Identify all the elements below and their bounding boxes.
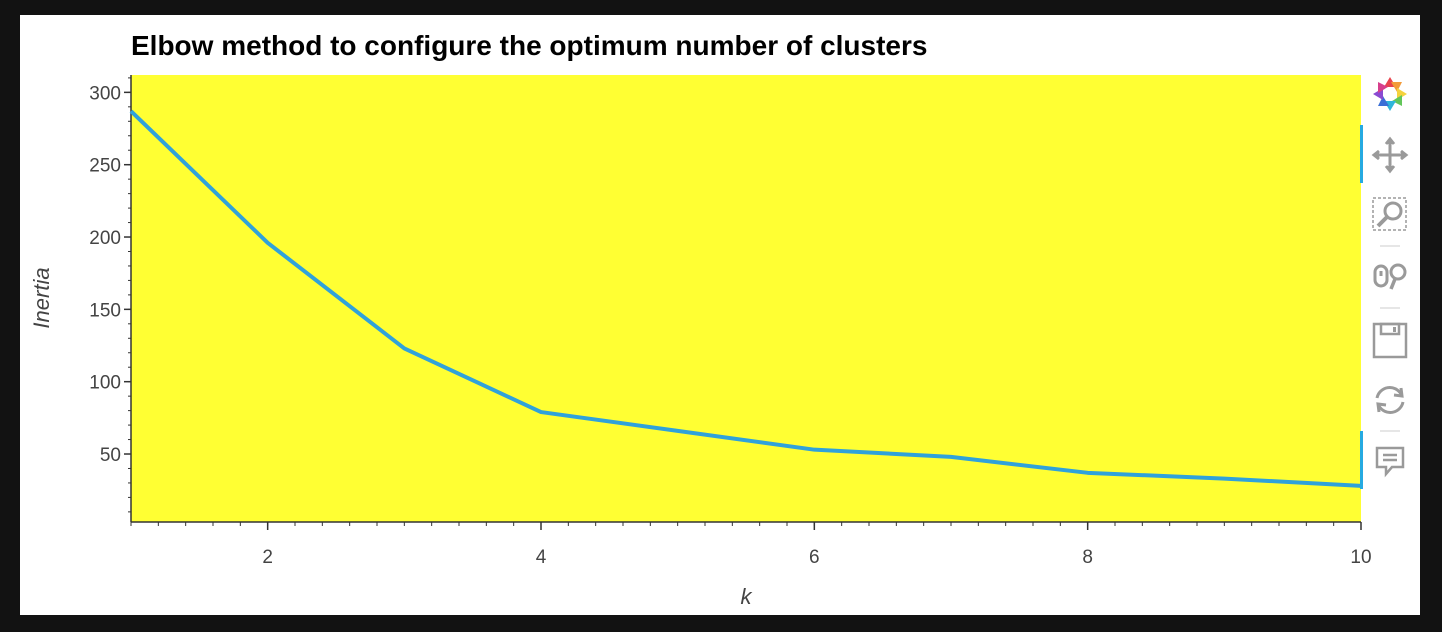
x-tick-label: 8 xyxy=(1082,547,1093,568)
bokeh-logo-icon[interactable] xyxy=(1373,77,1407,111)
data-point[interactable] xyxy=(1086,471,1090,475)
data-point[interactable] xyxy=(539,410,543,414)
data-point[interactable] xyxy=(402,346,406,350)
x-tick-label: 2 xyxy=(262,547,273,568)
toolbar xyxy=(1360,77,1409,489)
chart-title: Elbow method to configure the optimum nu… xyxy=(131,30,928,61)
x-tick-label: 4 xyxy=(536,547,547,568)
x-axis-label: k xyxy=(741,584,753,609)
y-tick-label: 250 xyxy=(89,156,121,177)
y-tick-label: 300 xyxy=(89,83,121,104)
data-point[interactable] xyxy=(266,241,270,245)
y-tick-label: 50 xyxy=(100,445,121,466)
pan-icon[interactable] xyxy=(1371,136,1409,174)
hover-active-indicator xyxy=(1360,431,1363,489)
data-point[interactable] xyxy=(1222,477,1226,481)
y-tick-label: 150 xyxy=(89,300,121,321)
x-axis: 2 4 6 8 10 xyxy=(130,521,1372,568)
save-icon[interactable] xyxy=(1372,322,1408,359)
x-tick-label: 6 xyxy=(809,547,820,568)
plot-area[interactable] xyxy=(131,75,1361,522)
pan-active-indicator xyxy=(1360,125,1363,183)
box-zoom-icon[interactable] xyxy=(1372,197,1407,231)
data-point[interactable] xyxy=(129,109,133,113)
data-point[interactable] xyxy=(676,429,680,433)
y-tick-label: 100 xyxy=(89,373,121,394)
wheel-zoom-icon[interactable] xyxy=(1373,263,1407,290)
data-point[interactable] xyxy=(949,455,953,459)
data-point[interactable] xyxy=(812,448,816,452)
series-line[interactable] xyxy=(129,109,1362,488)
reset-icon[interactable] xyxy=(1375,386,1405,414)
y-tick-label: 200 xyxy=(89,228,121,249)
y-axis-label: Inertia xyxy=(29,267,54,328)
hover-icon[interactable] xyxy=(1375,446,1405,478)
x-tick-label: 10 xyxy=(1350,547,1371,568)
y-axis: 50 100 150 200 250 300 xyxy=(89,75,132,522)
series-group xyxy=(129,109,1362,488)
